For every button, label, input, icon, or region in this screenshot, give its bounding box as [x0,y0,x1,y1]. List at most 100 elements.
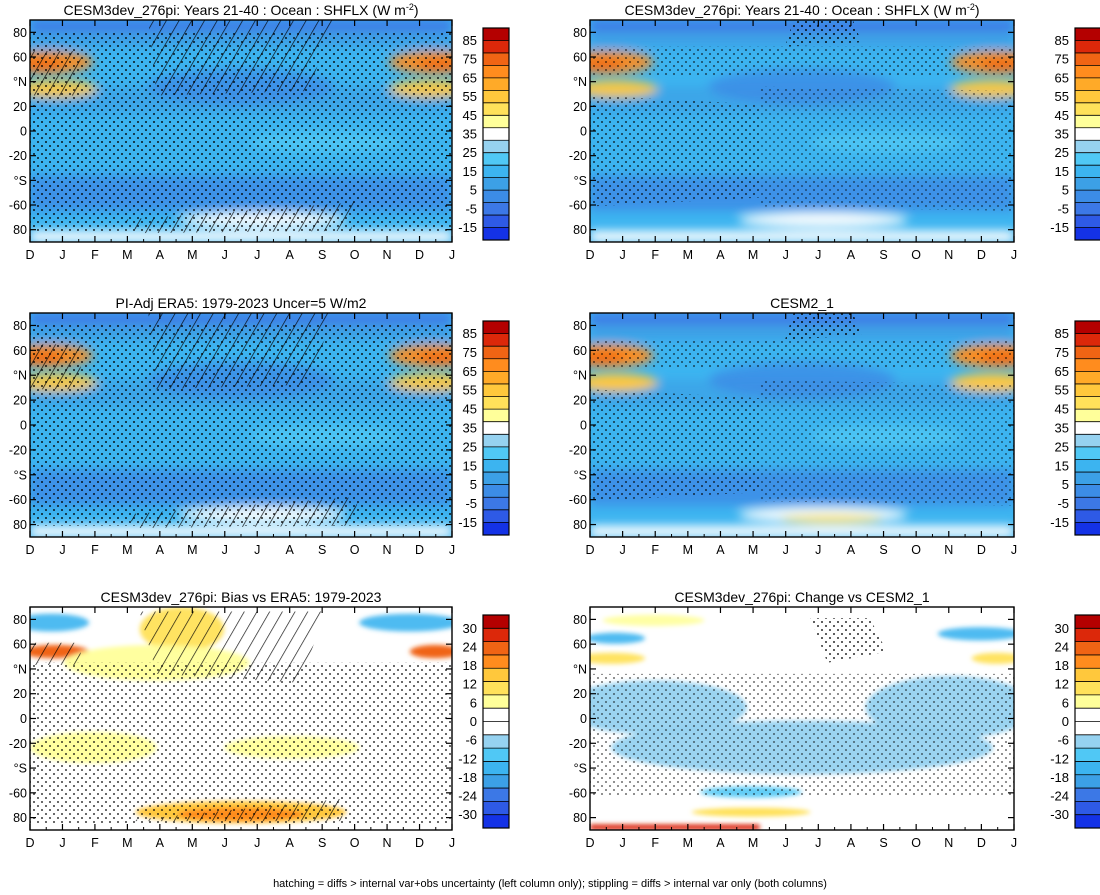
colorbar-swatch [1075,801,1100,815]
x-tick-label: S [879,543,887,557]
panel-p2: CESM3dev_276pi: Years 21-40 : Ocean : SH… [569,2,1100,262]
colorbar-swatch [1075,127,1100,141]
x-tick-label: S [318,248,326,262]
hatching-region-north [139,611,326,683]
colorbar-label: 55 [1055,383,1069,398]
colorbar-label: 6 [470,695,477,710]
colorbar-swatch [483,127,509,141]
colorbar-swatch [1075,734,1100,749]
x-tick-label: S [879,248,887,262]
colorbar-label: 18 [463,658,477,673]
x-tick-label: J [254,248,260,262]
x-tick-label: D [25,836,34,850]
colorbar-label: 75 [463,52,477,67]
stippling-region-midlat [590,46,1014,76]
colorbar-label: -5 [465,201,477,216]
y-tick-label: °S [574,762,587,776]
colorbar-label: 85 [463,33,477,48]
colorbar-label: -12 [458,751,477,766]
x-tick-label: D [977,836,986,850]
colorbar-swatch [483,801,509,815]
y-tick-label: 80 [573,319,587,333]
x-tick-label: J [619,836,625,850]
colorbar-frame [1074,614,1100,829]
x-tick-label: J [783,836,789,850]
colorbar-swatch [1075,115,1100,129]
antarctic-red [590,824,760,830]
colorbar-swatch [1075,472,1100,485]
colorbar-swatch [483,459,509,473]
y-tick-label: °N [573,369,587,383]
colorbar-swatch [1075,177,1100,191]
colorbar-swatch [483,371,509,385]
colorbar: 85 75 65 55 45 35 25 15 5 -5 -15 [458,27,510,241]
x-tick-label: J [449,248,455,262]
plot-area [590,20,1014,242]
colorbar-swatch [1075,774,1100,789]
colorbar-label: 75 [1055,345,1069,360]
x-tick-label: D [977,248,986,262]
colorbar: 30 24 18 12 6 0 -6 -12 -18 -24 -30 [458,614,510,829]
panel-title: CESM3dev_276pi: Years 21-40 : Ocean : SH… [63,2,418,18]
colorbar-swatch [483,641,509,656]
y-tick-label: -60 [569,199,587,213]
y-tick-label: 20 [13,100,27,114]
colorbar-swatch [483,346,509,360]
x-tick-label: D [415,248,424,262]
x-tick-label: O [350,543,360,557]
colorbar-swatch [1075,522,1100,536]
y-tick-label: -20 [9,149,27,163]
panel-title: PI-Adj ERA5: 1979-2023 Uncer=5 W/m2 [116,295,367,311]
x-tick-label: J [59,248,65,262]
colorbar-swatch [1075,346,1100,360]
nh-winter-left-2 [590,373,658,392]
colorbar-swatch [1075,202,1100,216]
colorbar-swatch [1075,434,1100,448]
colorbar-frame [1074,320,1100,536]
colorbar-label: 85 [1055,33,1069,48]
y-tick-label: °N [13,662,27,676]
panel-p4: CESM2_1 80 60 °N 20 0 -20 °S -60 80 D J F M A M J J A S O N D J… [569,295,1100,557]
colorbar-label: 75 [1055,52,1069,67]
colorbar-label: 35 [463,127,477,142]
x-tick-label: J [783,248,789,262]
colorbar-label: 45 [463,402,477,417]
colorbar-label: 55 [463,89,477,104]
colorbar-swatch [483,102,509,116]
y-tick-label: -20 [569,737,587,751]
colorbar-label: 55 [1055,89,1069,104]
y-tick-label: °N [13,75,27,89]
colorbar: 85 75 65 55 45 35 25 15 5 -5 -15 [1050,320,1100,536]
arctic-yellow [602,614,705,626]
colorbar-swatch [483,215,509,228]
colorbar-swatch [483,522,509,536]
colorbar-label: -15 [458,220,477,235]
x-tick-label: D [977,543,986,557]
x-tick-label: M [122,836,132,850]
colorbar: 30 24 18 12 6 0 -6 -12 -18 -24 -30 [1050,614,1100,829]
x-tick-label: M [683,248,693,262]
stippling-region [30,324,452,526]
colorbar-label: 55 [463,383,477,398]
y-tick-label: 60 [13,344,27,358]
y-tick-label: 80 [13,319,27,333]
colorbar-swatch [483,681,509,696]
stippling-region [30,31,452,231]
colorbar-label: -6 [465,733,477,748]
colorbar-label: 45 [1055,402,1069,417]
arctic-negative-left [30,613,90,632]
plot-area [590,313,1014,537]
colorbar-swatch [1075,654,1100,669]
colorbar-label: 45 [463,108,477,123]
x-tick-label: M [187,543,197,557]
colorbar-swatch [1075,641,1100,656]
colorbar-swatch [1075,321,1100,334]
colorbar-swatch [1075,383,1100,397]
x-tick-label: J [59,543,65,557]
panel-title: CESM3dev_276pi: Bias vs ERA5: 1979-2023 [101,589,382,605]
y-tick-label: 80 [13,811,27,825]
colorbar-swatch [1075,748,1100,762]
colorbar-swatch [1075,333,1100,347]
y-tick-label: °N [573,75,587,89]
panel-p5: CESM3dev_276pi: Bias vs ERA5: 1979-2023 8… [9,589,510,850]
